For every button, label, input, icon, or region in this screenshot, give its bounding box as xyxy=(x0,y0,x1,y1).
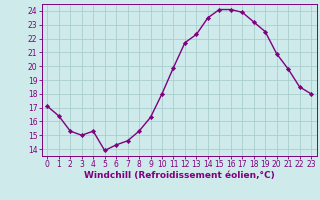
X-axis label: Windchill (Refroidissement éolien,°C): Windchill (Refroidissement éolien,°C) xyxy=(84,171,275,180)
